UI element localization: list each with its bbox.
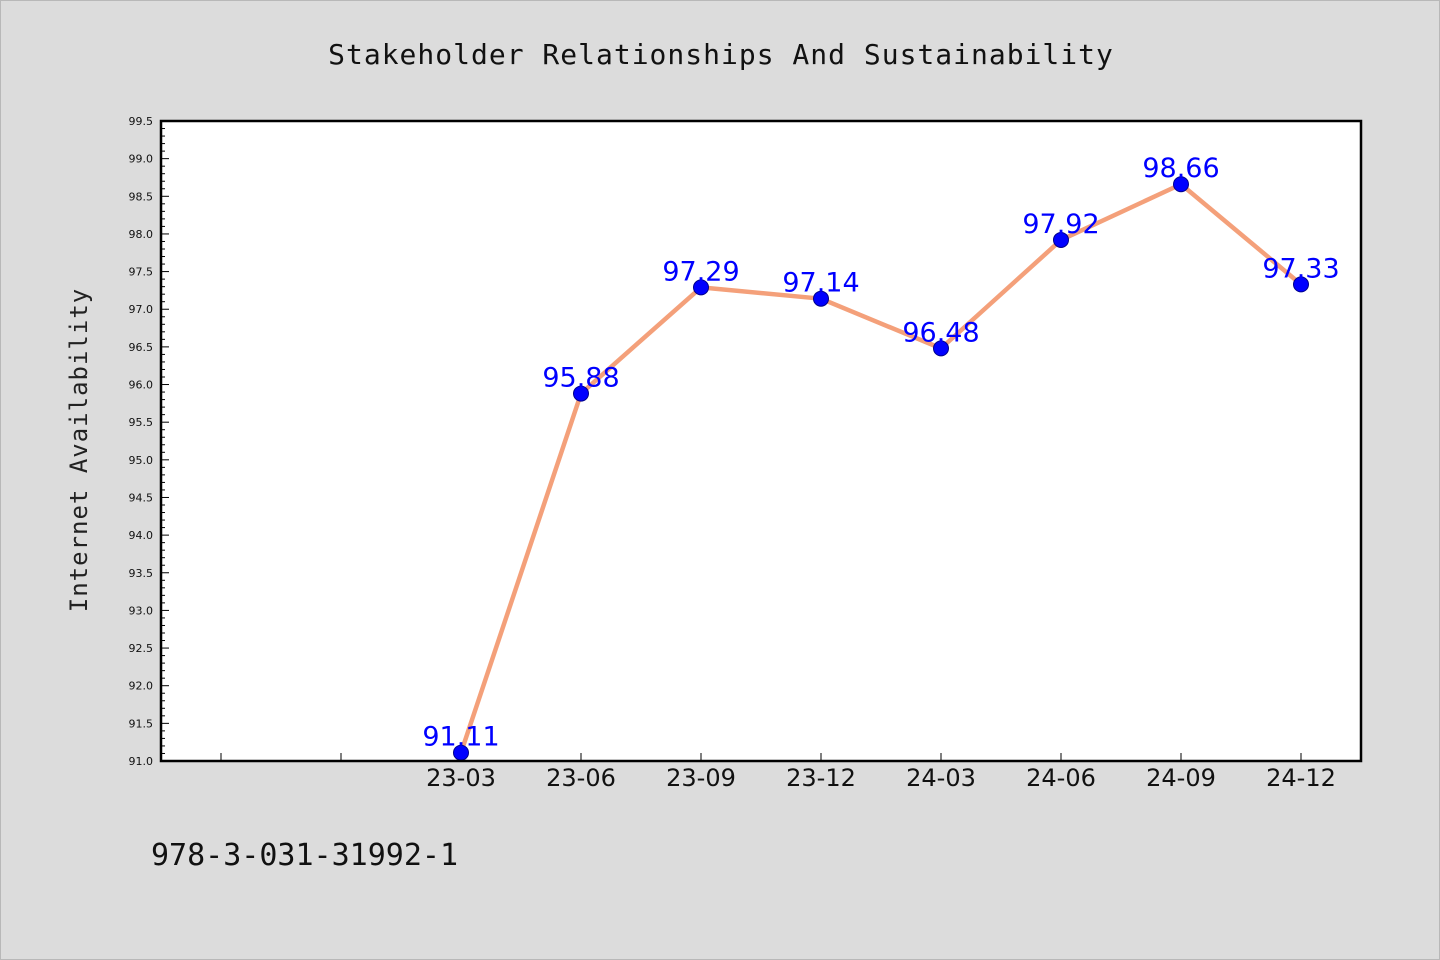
- y-tick-label: 95.0: [129, 454, 154, 467]
- x-tick-label: 23-12: [786, 764, 856, 792]
- y-tick-label: 92.5: [129, 642, 154, 655]
- y-tick-label: 94.5: [129, 491, 154, 504]
- y-tick-label: 93.5: [129, 567, 154, 580]
- x-tick-label: 23-03: [426, 764, 496, 792]
- y-tick-label: 92.0: [129, 680, 154, 693]
- series-line-group: [458, 181, 1304, 755]
- chart-title: Stakeholder Relationships And Sustainabi…: [328, 38, 1114, 71]
- y-tick-label: 95.5: [129, 416, 154, 429]
- plot-frame: [159, 119, 1363, 763]
- y-axis-label: Internet Availability: [65, 288, 93, 612]
- data-labels: 91.11 95.88 97.29 97.14 96.48 97.92 98.66 97.33: [422, 153, 1339, 752]
- y-tick-label: 96.0: [129, 379, 154, 392]
- y-axis-ticks: 91.0 91.5 92.0 92.5 93.0 93.5 94.0 94.5 95.0 95.5…: [129, 115, 169, 768]
- data-label: 97.92: [1022, 209, 1099, 240]
- x-axis-ticks: 23-03 23-06 23-09 23-12 24-03 24-06 24-09 24-12: [220, 753, 1336, 792]
- data-label: 97.33: [1262, 253, 1339, 284]
- y-tick-label: 91.5: [129, 717, 154, 730]
- y-tick-label: 94.0: [129, 529, 154, 542]
- footer-isbn: 978-3-031-31992-1: [151, 838, 458, 873]
- y-tick-label: 98.5: [129, 190, 154, 203]
- x-tick-label: 24-12: [1266, 764, 1336, 792]
- data-label: 96.48: [902, 317, 979, 348]
- data-point: [1053, 231, 1069, 248]
- y-tick-label: 97.0: [129, 303, 154, 316]
- y-tick-label: 93.0: [129, 604, 154, 617]
- series-line: [458, 181, 1304, 755]
- data-point: [1293, 276, 1309, 293]
- data-label: 98.66: [1142, 153, 1219, 184]
- data-label: 97.29: [662, 256, 739, 287]
- data-point: [813, 290, 829, 307]
- y-tick-label: 97.5: [129, 266, 154, 279]
- data-point: [693, 279, 709, 296]
- data-point: [573, 385, 589, 402]
- data-point: [1173, 176, 1189, 193]
- y-tick-label: 91.0: [129, 755, 154, 768]
- x-tick-label: 24-09: [1146, 764, 1216, 792]
- data-markers: [453, 176, 1309, 761]
- data-label: 95.88: [542, 363, 619, 394]
- x-tick-label: 24-03: [906, 764, 976, 792]
- y-tick-label: 99.5: [129, 115, 154, 128]
- y-tick-label: 96.5: [129, 341, 154, 354]
- x-tick-label: 24-06: [1026, 764, 1096, 792]
- data-point: [933, 340, 949, 357]
- data-label: 91.11: [422, 722, 499, 753]
- y-tick-label: 98.0: [129, 228, 154, 241]
- y-tick-label: 99.0: [129, 153, 154, 166]
- x-tick-label: 23-06: [546, 764, 616, 792]
- data-label: 97.14: [782, 268, 859, 299]
- plot-area: [161, 121, 1361, 761]
- x-tick-label: 23-09: [666, 764, 736, 792]
